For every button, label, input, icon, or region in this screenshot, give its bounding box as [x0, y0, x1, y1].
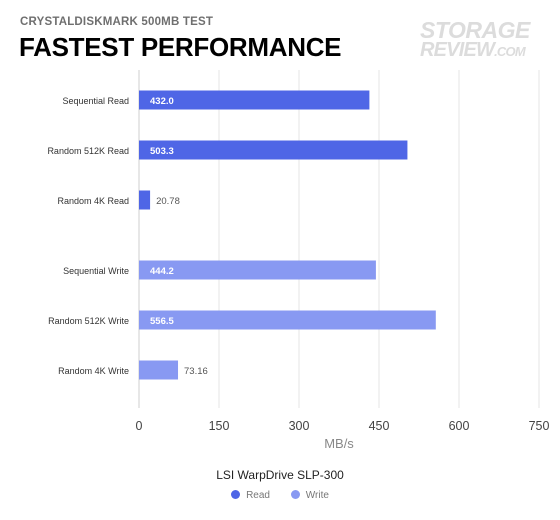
logo-line-1: STORAGE: [420, 17, 530, 43]
category-label-random-512k-write: Random 512K Write: [48, 316, 129, 326]
x-tick-label-750: 750: [529, 419, 550, 433]
value-label-random-4k-write: 73.16: [184, 366, 208, 377]
legend-item-write[interactable]: Write: [290, 490, 329, 501]
legend: Read Write: [0, 490, 560, 501]
legend-read-swatch: [231, 490, 241, 499]
bar-sequential-read: [139, 90, 370, 110]
legend-title: LSI WarpDrive SLP-300: [216, 468, 344, 482]
category-label-random-4k-write: Random 4K Write: [58, 366, 129, 376]
value-label-random-512k-write: 556.5: [150, 316, 174, 327]
category-label-random-512k-read: Random 512K Read: [47, 146, 129, 156]
category-label-sequential-write: Sequential Write: [63, 266, 129, 276]
bar-random-512k-read: [139, 140, 408, 160]
x-axis-label: MB/s: [324, 436, 354, 451]
chart-title: FASTEST PERFORMANCE: [19, 32, 342, 62]
category-label-sequential-read: Sequential Read: [62, 96, 129, 106]
logo-line-2-word: REVIEW: [420, 39, 495, 61]
x-tick-label-150: 150: [209, 419, 230, 433]
bar-sequential-write: [139, 260, 376, 280]
category-label-random-4k-read: Random 4K Read: [57, 196, 129, 206]
legend-write-swatch: [290, 490, 300, 499]
value-label-random-4k-read: 20.78: [156, 196, 180, 207]
legend-write-label: Write: [305, 490, 329, 501]
bar-random-4k-write: [139, 360, 179, 380]
bar-random-512k-write: [139, 310, 436, 330]
x-tick-label-600: 600: [449, 419, 470, 433]
value-label-random-512k-read: 503.3: [150, 146, 174, 157]
chart-subtitle: CRYSTALDISKMARK 500MB TEST: [20, 16, 214, 28]
value-label-sequential-write: 444.2: [150, 266, 174, 277]
x-tick-label-450: 450: [369, 419, 390, 433]
logo-line-2-suffix: .COM: [494, 44, 526, 59]
bar-random-4k-read: [139, 190, 151, 210]
storagereview-logo: STORAGE REVIEW.COM: [420, 17, 545, 68]
x-tick-label-300: 300: [289, 419, 310, 433]
x-tick-label-0: 0: [136, 419, 143, 433]
value-label-sequential-read: 432.0: [150, 96, 174, 107]
logo-line-2: REVIEW.COM: [420, 40, 545, 62]
legend-read-label: Read: [246, 490, 270, 501]
legend-item-read[interactable]: Read: [231, 490, 270, 501]
